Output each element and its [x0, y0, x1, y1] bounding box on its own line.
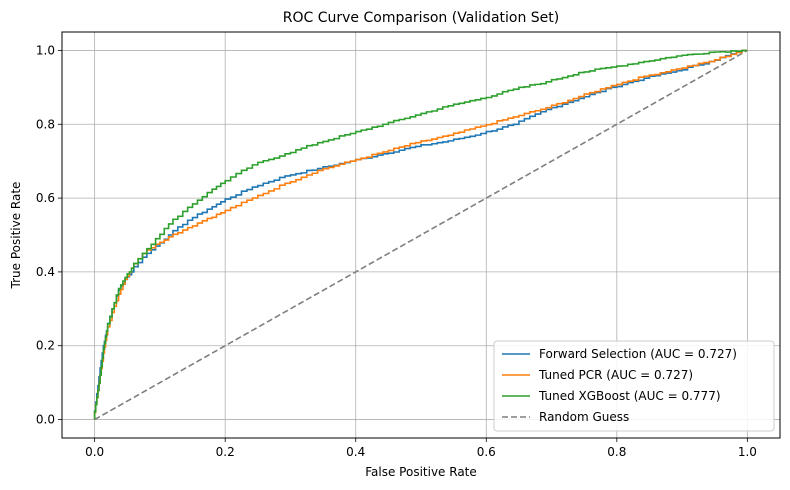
x-tick-label: 0.8: [607, 445, 626, 459]
legend: Forward Selection (AUC = 0.727) Tuned PCR…: [493, 340, 775, 432]
legend-entry-label: Forward Selection (AUC = 0.727): [539, 347, 737, 361]
diagonal-layer: [94, 49, 748, 421]
series-line-2: [93, 49, 748, 420]
legend-box: [493, 340, 775, 432]
ticks: 0.0 0.2 0.4 0.6 0.8 1.0 0.0 0.2 0.4 0.6 0.8 1.0: [36, 43, 757, 459]
x-tick-label: 1.0: [738, 445, 757, 459]
series-layer: [93, 49, 748, 420]
legend-entry-label: Tuned PCR (AUC = 0.727): [538, 368, 693, 382]
legend-entry-label: Tuned XGBoost (AUC = 0.777): [538, 389, 721, 403]
y-axis-label: True Positive Rate: [9, 182, 23, 290]
x-tick-label: 0.6: [477, 445, 496, 459]
chart-title: ROC Curve Comparison (Validation Set): [283, 10, 560, 26]
y-tick-label: 0.2: [36, 339, 55, 353]
plot-area-frame: [61, 31, 781, 439]
legend-entry-label: Random Guess: [539, 410, 629, 424]
y-tick-label: 1.0: [36, 43, 55, 57]
y-tick-label: 0.4: [36, 265, 55, 279]
series-line-random-guess: [94, 49, 748, 421]
x-tick-label: 0.0: [85, 445, 104, 459]
x-tick-label: 0.2: [216, 445, 235, 459]
x-axis-label: False Positive Rate: [365, 465, 477, 479]
y-tick-label: 0.8: [36, 117, 55, 131]
x-tick-label: 0.4: [346, 445, 365, 459]
y-tick-label: 0.0: [36, 413, 55, 427]
y-tick-label: 0.6: [36, 191, 55, 205]
